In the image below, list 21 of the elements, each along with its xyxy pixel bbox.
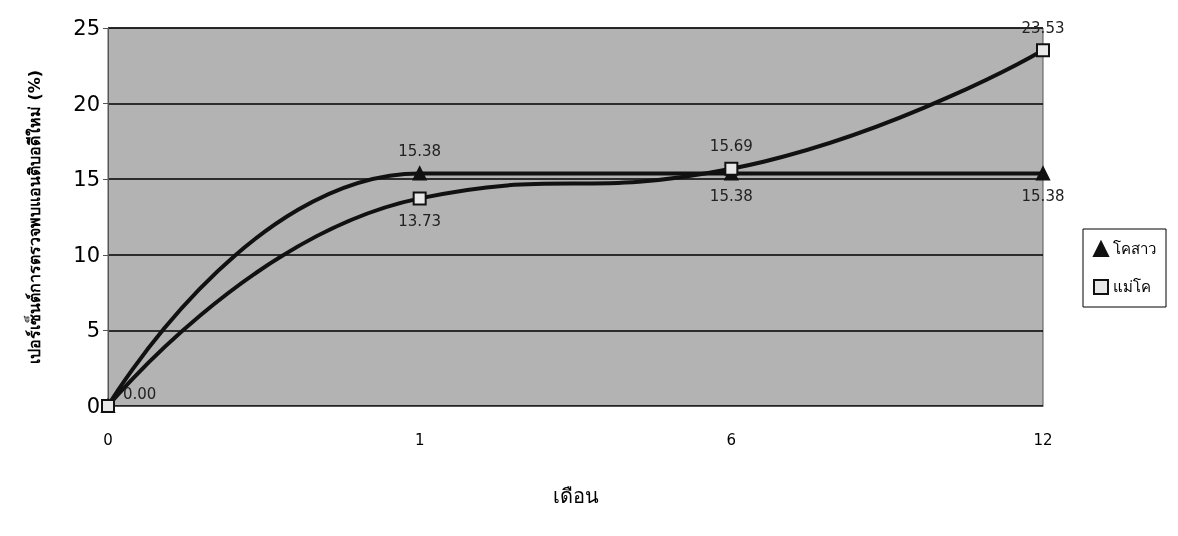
data-label: 13.73: [398, 211, 442, 230]
legend-label: แม่โค: [1113, 278, 1151, 296]
x-tick-label: 12: [1033, 430, 1053, 449]
y-tick-label: 15: [73, 167, 100, 192]
x-axis-title: เดือน: [552, 484, 599, 508]
data-label: 15.38: [1021, 186, 1065, 205]
data-label: 0.00: [123, 385, 157, 403]
x-tick-label: 6: [726, 430, 737, 449]
x-tick-label: 1: [414, 430, 425, 449]
y-axis-title: เปอร์เซ็นต์การตรวจพบแอนติบอดีใหม่ (%): [22, 69, 44, 365]
data-label: 15.38: [398, 141, 442, 160]
y-tick-label: 20: [73, 91, 100, 116]
y-tick-label: 5: [86, 318, 100, 343]
legend-label: โคสาว: [1113, 240, 1156, 258]
y-tick-label: 10: [73, 242, 100, 267]
data-label: 15.69: [709, 137, 753, 156]
data-label: 23.53: [1021, 18, 1065, 37]
x-tick-label: 0: [103, 430, 113, 449]
y-tick-label: 25: [73, 16, 100, 40]
y-tick-label: 0: [86, 394, 100, 418]
data-label: 15.38: [709, 186, 753, 205]
